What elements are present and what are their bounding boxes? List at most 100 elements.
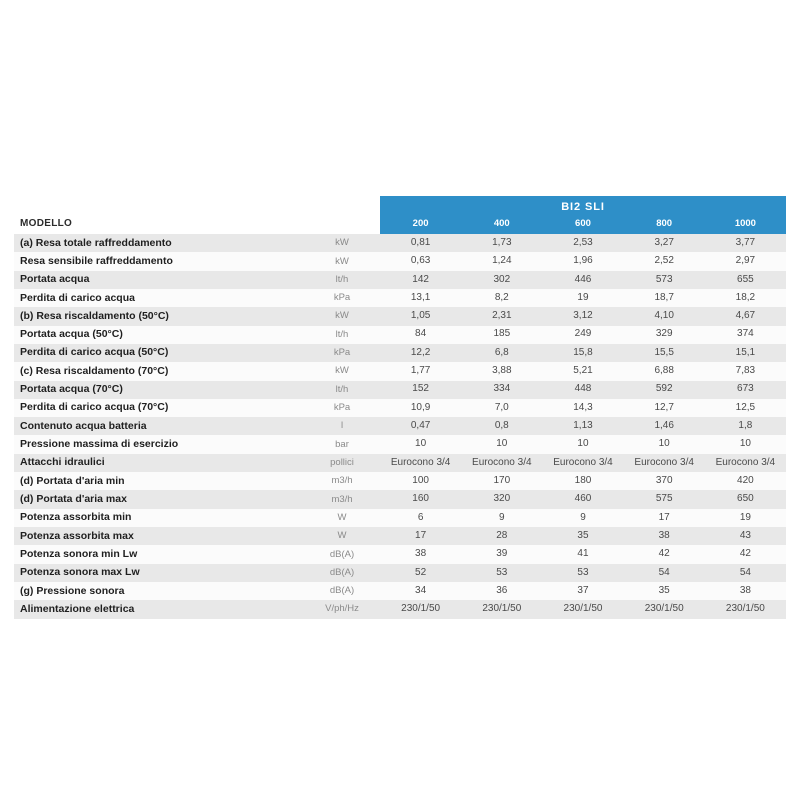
cell-value: 38 (739, 584, 751, 596)
cell-value: 7,83 (735, 365, 756, 377)
row-unit: kPa (333, 347, 351, 359)
cell-value: 230/1/50 (725, 603, 765, 615)
table-row: Attacchi idraulici pollici Eurocono 3/4 Eur… (14, 453, 786, 473)
cell-value: 12,5 (735, 401, 756, 413)
cell-value: 460 (574, 493, 592, 505)
row-unit: m3/h (331, 475, 353, 487)
cell-value: Eurocono 3/4 (390, 456, 451, 468)
cell-value: 1,13 (573, 420, 593, 432)
cell-value: 53 (577, 566, 589, 578)
cell-value: 2,53 (573, 236, 593, 248)
cell-value: 142 (412, 273, 429, 285)
cell-value: 18,7 (654, 291, 674, 303)
cell-value: 19 (739, 511, 751, 523)
table-row: (a) Resa totale raffreddamento kW 0,81 1,73… (14, 234, 786, 253)
table-row: (c) Resa riscaldamento (70°C) kW 1,77 3,88 5… (14, 362, 786, 381)
row-unit: lt/h (335, 273, 349, 285)
cell-value: 15,8 (573, 346, 593, 358)
technical-specification-table: BI2 SLI MODELLO 200 400 600 800 1000 (a)… (14, 196, 786, 619)
row-label: (b) Resa riscaldamento (50°C) (20, 309, 169, 322)
row-label: (g) Pressione sonora (20, 584, 125, 597)
row-unit: W (337, 511, 347, 523)
cell-value: 170 (493, 474, 511, 486)
cell-value: 6,88 (654, 365, 674, 377)
table-row: (d) Portata d'aria min m3/h 100 170 180 370 42… (14, 472, 786, 491)
column-header-model-400: 400 (461, 216, 543, 234)
cell-value: 17 (658, 511, 670, 523)
cell-value: 10,9 (410, 401, 431, 413)
cell-value: 1,24 (492, 255, 512, 267)
cell-value: 2,97 (735, 255, 756, 267)
row-unit: kW (335, 255, 349, 267)
cell-value: Eurocono 3/4 (634, 456, 694, 468)
cell-value: 0,8 (494, 420, 509, 432)
cell-value: 302 (493, 273, 511, 285)
cell-value: 249 (574, 328, 592, 340)
row-unit: kPa (333, 402, 351, 414)
row-unit: lt/h (335, 383, 349, 395)
row-label: Portata acqua (50°C) (20, 328, 123, 341)
table-row: (d) Portata d'aria max m3/h 160 320 460 575 65… (14, 490, 786, 509)
cell-value: 14,3 (573, 401, 593, 413)
cell-value: 10 (415, 438, 427, 450)
table-row: Perdita di carico acqua (70°C) kPa 10,9 7,0… (14, 398, 786, 418)
row-label: Potenza sonora max Lw (20, 566, 140, 579)
row-unit: kPa (333, 292, 351, 304)
cell-value: 54 (658, 566, 670, 578)
model-header-row: MODELLO 200 400 600 800 1000 (14, 216, 786, 234)
cell-value: 18,2 (735, 291, 756, 303)
cell-value: 9 (499, 511, 505, 523)
row-unit: lt/h (335, 328, 349, 340)
cell-value: 320 (493, 493, 511, 505)
cell-value: 2,52 (654, 255, 674, 267)
cell-value: 573 (655, 273, 673, 285)
cell-value: 37 (577, 584, 589, 596)
cell-value: 36 (496, 584, 508, 596)
cell-value: 39 (496, 548, 508, 560)
column-header-model-800: 800 (623, 216, 705, 234)
row-unit: dB(A) (329, 585, 355, 597)
cell-value: 1,8 (738, 420, 753, 432)
cell-value: 34 (415, 584, 427, 596)
table-header: BI2 SLI MODELLO 200 400 600 800 1000 (14, 196, 786, 234)
cell-value: 6,8 (494, 346, 509, 358)
table-row: Perdita di carico acqua (50°C) kPa 12,2 6,8… (14, 343, 786, 363)
cell-value: 7,0 (494, 401, 509, 413)
row-label: Perdita di carico acqua (50°C) (20, 346, 169, 359)
row-unit: V/ph/Hz (325, 603, 359, 615)
row-label: (d) Portata d'aria max (20, 492, 127, 505)
cell-value: 230/1/50 (563, 603, 603, 615)
cell-value: 12,7 (654, 401, 674, 413)
row-label: Alimentazione elettrica (20, 602, 135, 615)
cell-value: 4,67 (735, 310, 756, 322)
column-header-model-600: 600 (542, 216, 624, 234)
row-label: Portata acqua (20, 273, 90, 286)
row-unit: bar (335, 438, 349, 450)
cell-value: 370 (655, 474, 673, 486)
cell-value: 185 (493, 328, 511, 340)
cell-value: 84 (415, 328, 427, 340)
cell-value: 12,2 (410, 346, 431, 358)
cell-value: 3,27 (654, 236, 674, 248)
table-row: (b) Resa riscaldamento (50°C) kW 1,05 2,31 3… (14, 307, 786, 326)
column-header-modello: MODELLO (14, 216, 305, 234)
cell-value: 35 (577, 529, 589, 541)
product-family-title: BI2 SLI (380, 196, 786, 216)
cell-value: 592 (655, 383, 673, 395)
cell-value: 420 (737, 474, 754, 486)
cell-value: 374 (737, 328, 754, 340)
row-unit: kW (335, 237, 349, 249)
table-row: Alimentazione elettrica V/ph/Hz 230/1/50 23… (14, 600, 786, 619)
table-row: Portata acqua lt/h 142 302 446 573 655 (14, 270, 786, 289)
cell-value: 5,21 (573, 365, 593, 377)
cell-value: 0,47 (410, 420, 431, 432)
cell-value: 230/1/50 (482, 603, 522, 615)
cell-value: 53 (496, 566, 508, 578)
row-unit: W (337, 530, 347, 542)
row-unit: kW (335, 310, 349, 322)
column-header-unit (304, 216, 381, 234)
cell-value: 230/1/50 (644, 603, 684, 615)
table-row: Potenza sonora max Lw dB(A) 52 53 53 54 54 (14, 563, 786, 582)
cell-value: 10 (739, 438, 751, 450)
row-label: Potenza sonora min Lw (20, 547, 138, 560)
